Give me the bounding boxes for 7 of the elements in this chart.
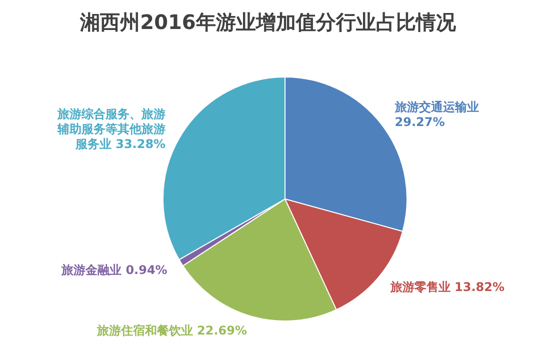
- slice-label: 旅游交通运输业: [394, 100, 479, 114]
- slice-label: 旅游住宿和餐饮业 22.69%: [96, 324, 248, 338]
- slice-label: 旅游金融业 0.94%: [60, 263, 168, 278]
- slice-label: 旅游综合服务、旅游辅助服务等其他旅游服务业 33.28%: [56, 107, 166, 152]
- slice-label: 旅游零售业 13.82%: [389, 280, 504, 294]
- data-label: 29.27%: [394, 115, 445, 130]
- chart-title: 湘西州2016年游业增加值分行业占比情况: [78, 9, 457, 36]
